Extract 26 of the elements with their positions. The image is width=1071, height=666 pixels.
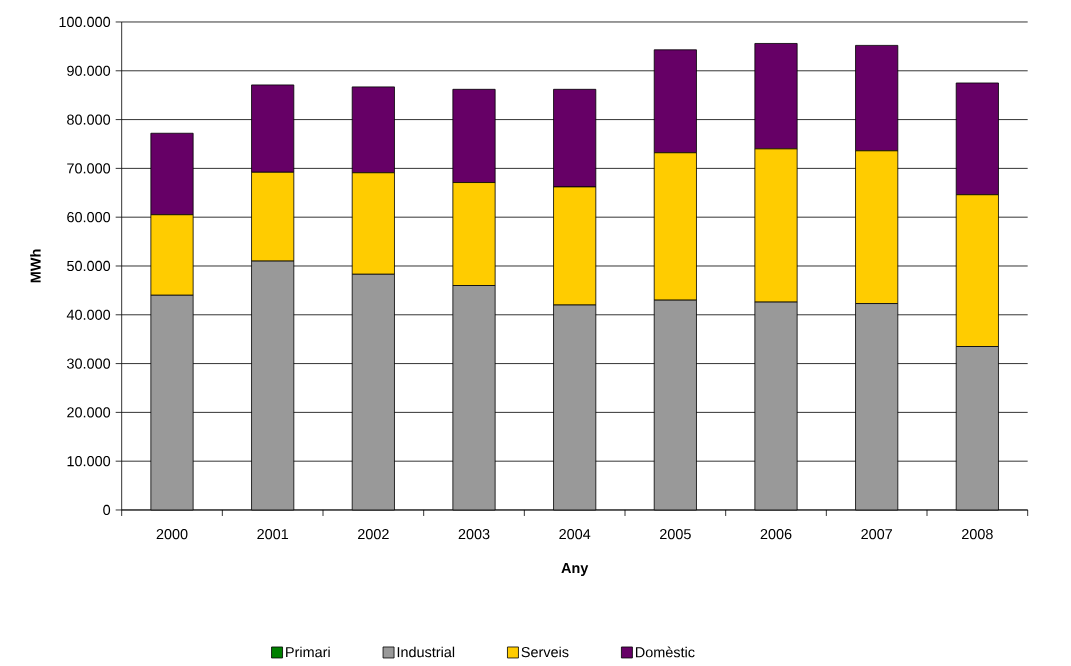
legend-label: Serveis (521, 646, 569, 658)
x-tick-label: 2004 (559, 528, 591, 540)
x-tick-label: 2005 (660, 528, 691, 540)
y-tick-label: 20.000 (67, 407, 111, 418)
y-tick-label: 50.000 (67, 260, 111, 272)
x-axis-title: Any (561, 563, 589, 576)
legend-label: Primari (286, 646, 330, 658)
y-tick-label: 30.000 (67, 358, 111, 369)
y-tick-label: 70.000 (67, 163, 111, 174)
y-tick-label: 60.000 (67, 212, 111, 223)
legend-label: Industrial (397, 646, 455, 658)
y-tick-label: 0 (103, 504, 111, 516)
y-tick-label: 40.000 (66, 309, 111, 320)
x-tick-label: 2006 (760, 528, 792, 540)
x-tick-label: 2008 (962, 528, 993, 540)
x-tick-label: 2003 (458, 528, 490, 540)
x-tick-label: 2000 (156, 528, 188, 540)
y-tick-label: 80.000 (67, 114, 111, 125)
x-tick-label: 2002 (358, 528, 389, 540)
y-tick-label: 90.000 (67, 65, 111, 76)
legend-label: Domèstic (635, 646, 695, 658)
y-axis-title: MWh (30, 249, 41, 283)
y-tick-label: 10.000 (67, 456, 111, 467)
x-tick-label: 2001 (257, 528, 289, 540)
x-tick-label: 2007 (861, 528, 893, 540)
y-tick-label: 100.000 (59, 16, 111, 28)
